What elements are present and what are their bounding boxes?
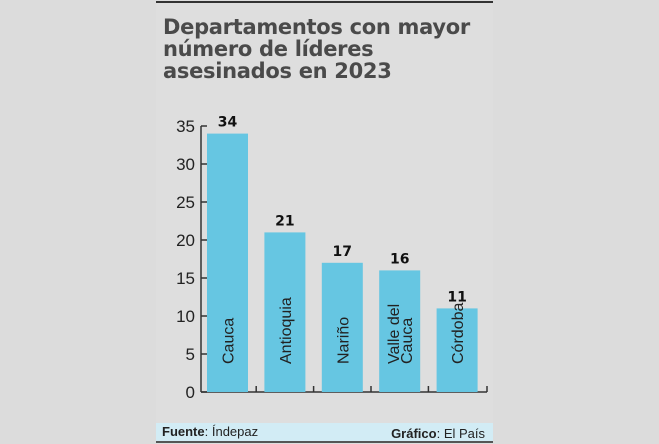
source-value: Índepaz — [211, 424, 259, 439]
source: Fuente: Índepaz — [162, 424, 259, 439]
y-tick-label: 15 — [176, 269, 195, 288]
category-label: Cauca — [399, 318, 416, 364]
category-label: Cauca — [221, 318, 238, 364]
y-tick-label: 10 — [176, 307, 195, 326]
y-tick-label: 5 — [186, 345, 195, 364]
source-label: Fuente — [162, 424, 205, 439]
data-label: 34 — [218, 115, 238, 131]
footer: Fuente: Índepaz Gráfico: El País — [156, 423, 493, 443]
bar-antioquia — [264, 232, 306, 392]
y-tick-label: 20 — [176, 231, 195, 250]
category-label: Valle del — [386, 304, 403, 364]
bar-córdoba — [436, 308, 478, 392]
category-label: Córdoba — [450, 303, 467, 364]
y-tick-label: 30 — [176, 155, 195, 174]
data-label: 21 — [275, 213, 294, 229]
category-label: Antioquia — [278, 297, 295, 364]
credit-label: Gráfico — [391, 426, 437, 441]
data-label: 16 — [390, 251, 409, 267]
credit-value: El País — [443, 426, 485, 441]
y-tick-label: 0 — [186, 383, 195, 402]
data-label: 17 — [333, 244, 352, 260]
credit: Gráfico: El País — [391, 426, 485, 441]
bar-nariño — [321, 262, 363, 392]
bar-valle-del-cauca — [379, 270, 421, 392]
chart-title: Departamentos con mayor número de lídere… — [163, 15, 470, 83]
bar-cauca — [207, 133, 248, 392]
y-tick-label: 35 — [176, 117, 195, 136]
category-label: Nariño — [335, 317, 352, 364]
data-label: 11 — [447, 289, 466, 305]
top-rule — [156, 1, 493, 3]
y-tick-label: 25 — [176, 193, 195, 212]
